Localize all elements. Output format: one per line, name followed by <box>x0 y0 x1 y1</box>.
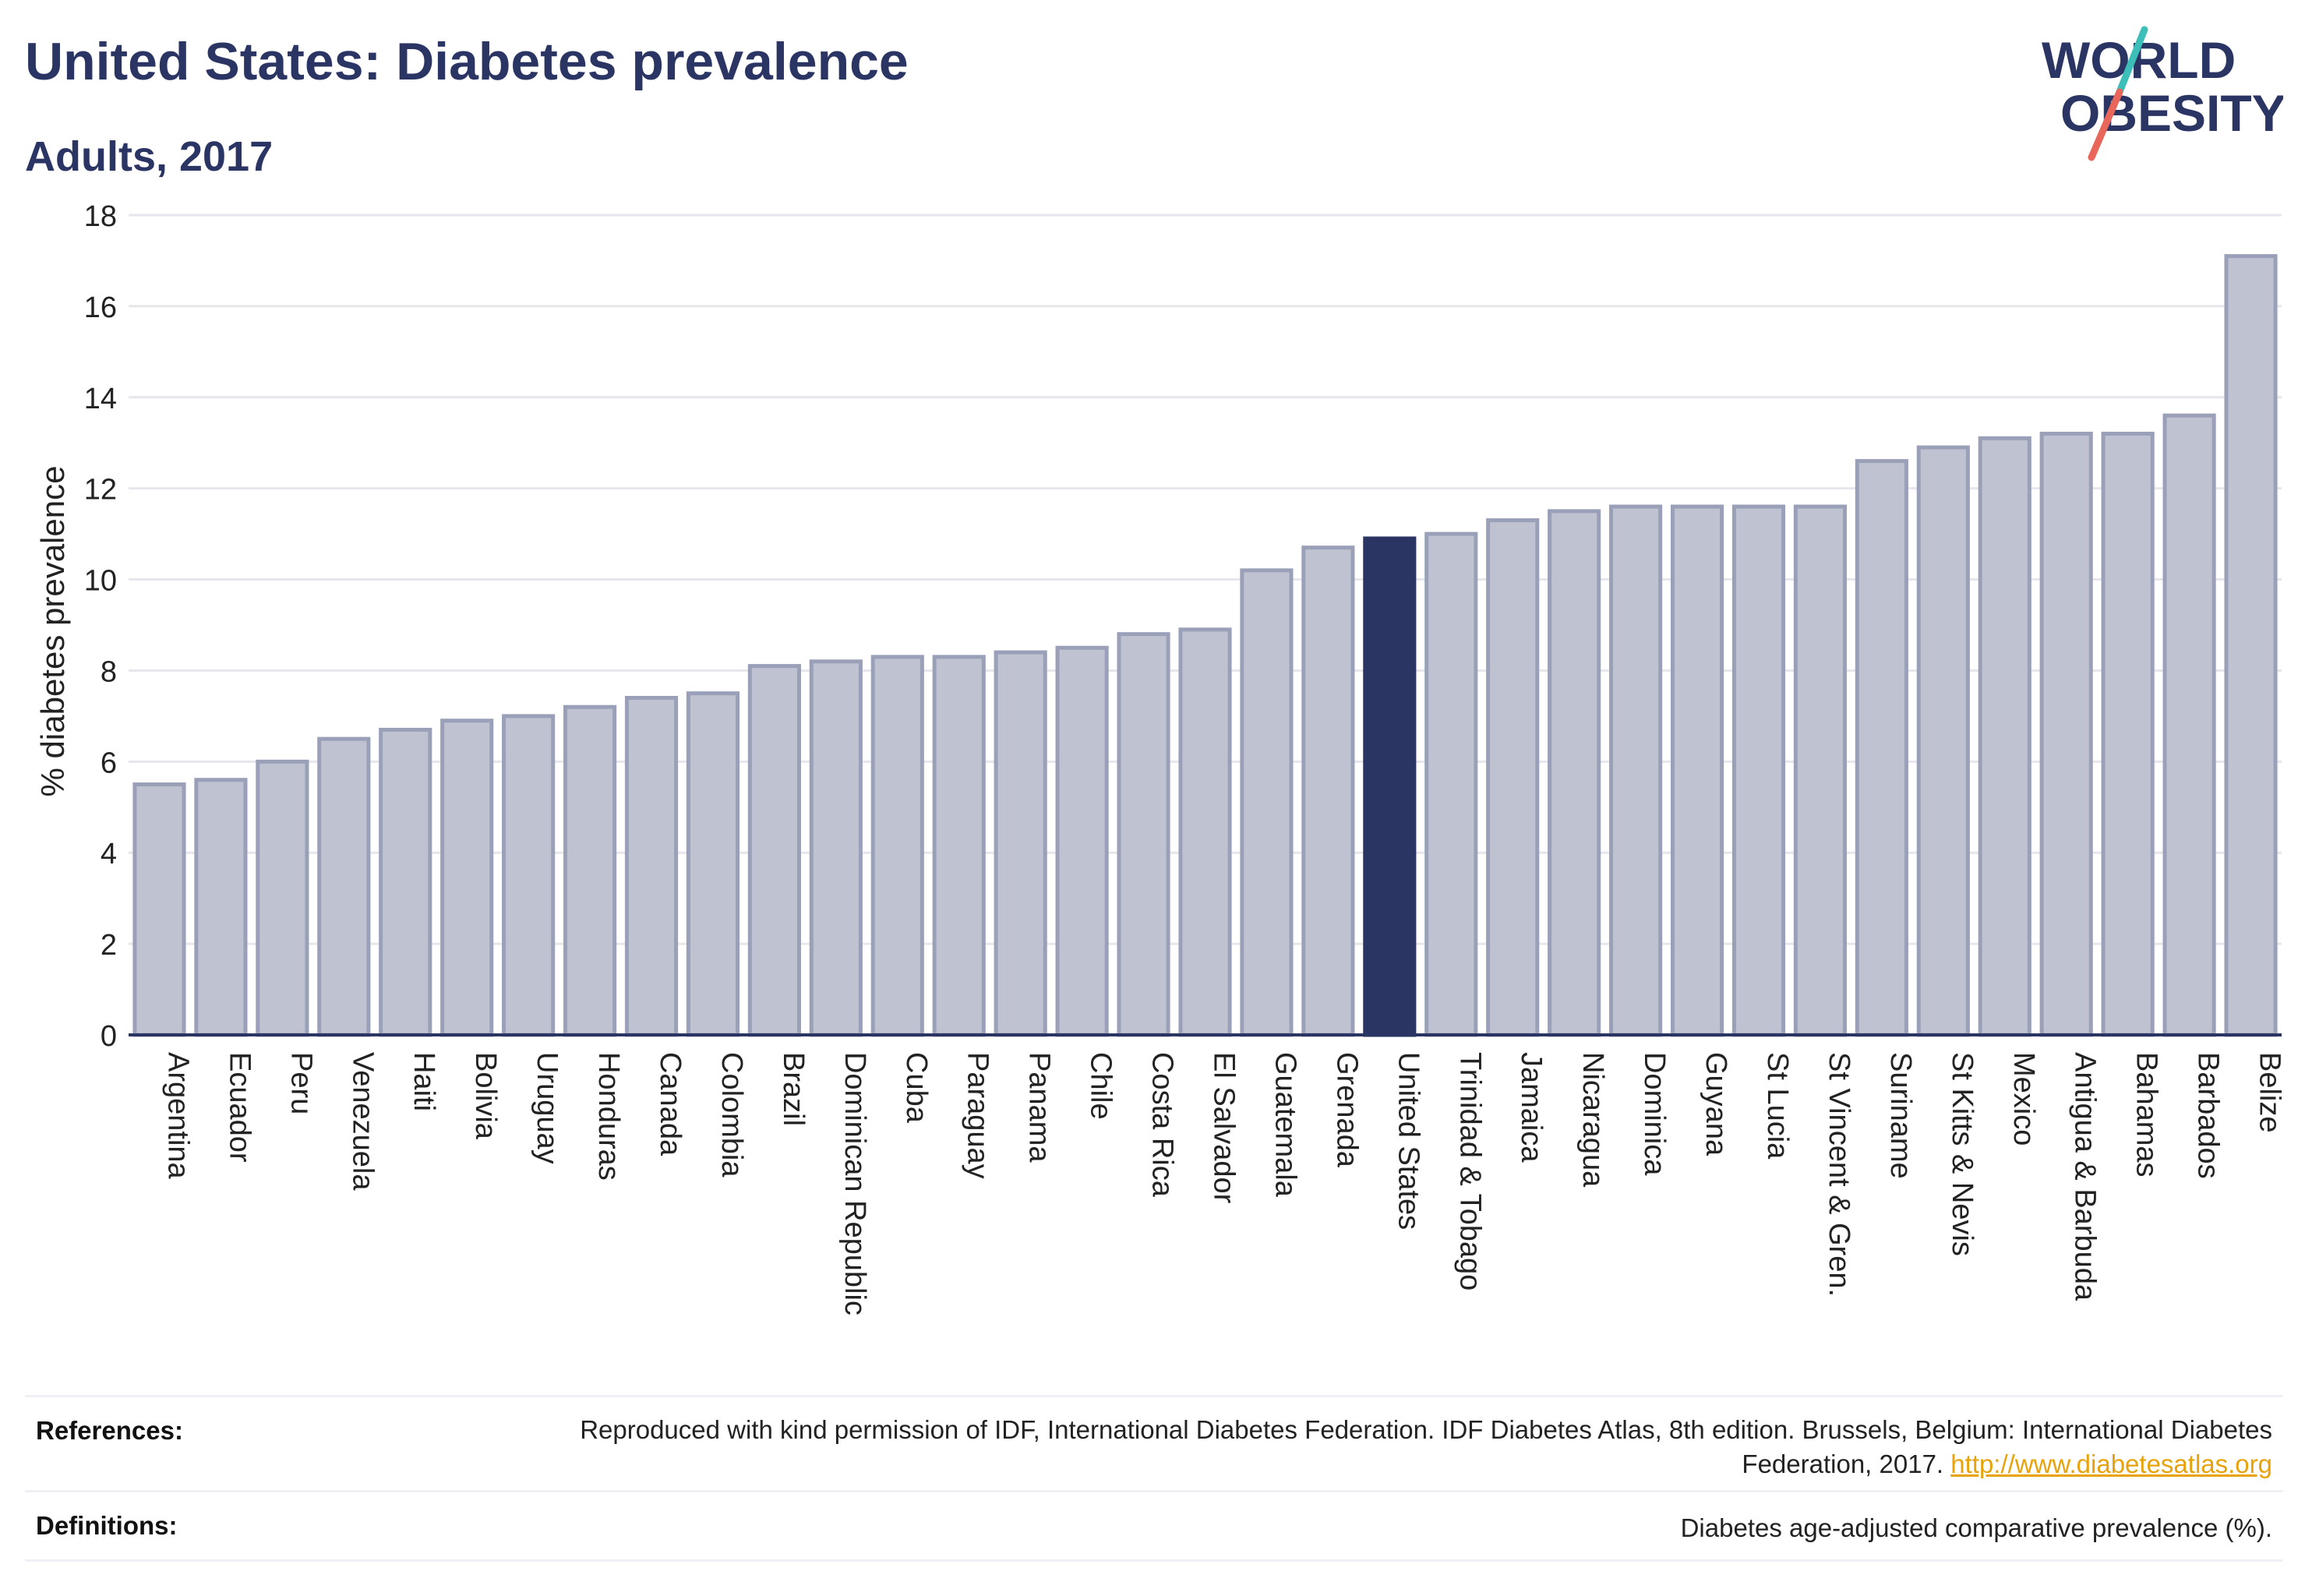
logo-line2: OBESITY <box>2060 84 2283 142</box>
x-tick-label: Jamaica <box>1515 1052 1548 1163</box>
bar-nicaragua <box>1548 509 1601 1037</box>
bar-guyana <box>1670 504 1724 1037</box>
x-tick-label: Mexico <box>2007 1052 2040 1146</box>
bar-jamaica <box>1486 518 1540 1037</box>
x-tick-label: St Kitts & Nevis <box>1946 1052 1978 1256</box>
x-tick-label: Honduras <box>592 1052 625 1181</box>
bar-venezuela <box>317 736 371 1037</box>
x-tick-label: Dominica <box>1638 1052 1671 1176</box>
bar-st-kitts-nevis <box>1916 445 1970 1037</box>
bar-honduras <box>563 704 617 1037</box>
bar-chile <box>1055 645 1109 1037</box>
definitions-section: Definitions: Diabetes age-adjusted compa… <box>25 1490 2283 1562</box>
y-tick-label: 16 <box>84 291 117 324</box>
bar-suriname <box>1855 459 1908 1037</box>
bar-st-vincent-gren- <box>1793 504 1848 1037</box>
x-tick-label: Grenada <box>1330 1052 1363 1168</box>
bar-dominican-republic <box>809 659 863 1037</box>
bar-barbados <box>2162 413 2216 1037</box>
y-tick-label: 0 <box>101 1020 117 1053</box>
x-tick-label: Brazil <box>777 1052 810 1126</box>
bar-argentina <box>132 782 186 1037</box>
x-tick-label: Barbados <box>2192 1052 2225 1179</box>
references-link[interactable]: http://www.diabetesatlas.org <box>1950 1449 2272 1478</box>
x-tick-label: Suriname <box>1884 1052 1917 1179</box>
bar-bahamas <box>2101 432 2155 1037</box>
bar-canada <box>624 696 679 1037</box>
bar-antigua-barbuda <box>2039 432 2093 1037</box>
bar-brazil <box>747 664 801 1037</box>
chart-title: United States: Diabetes prevalence <box>25 32 909 91</box>
y-tick-label: 6 <box>101 747 117 779</box>
y-tick-label: 8 <box>101 655 117 688</box>
bar-haiti <box>379 727 432 1037</box>
x-tick-label: Dominican Republic <box>838 1052 871 1315</box>
bar-dominica <box>1609 504 1663 1037</box>
x-tick-label: Argentina <box>161 1052 194 1180</box>
x-tick-label: Peru <box>284 1052 317 1114</box>
x-tick-label: El Salvador <box>1208 1052 1241 1204</box>
x-tick-label: Uruguay <box>531 1052 563 1164</box>
y-tick-label: 18 <box>84 200 117 233</box>
bar-cuba <box>870 655 924 1037</box>
bar-bolivia <box>440 719 494 1037</box>
x-tick-label: Paraguay <box>962 1052 994 1179</box>
references-section: References: Reproduced with kind permiss… <box>25 1395 2283 1491</box>
x-tick-label: Haiti <box>408 1052 440 1111</box>
bar-colombia <box>686 691 740 1037</box>
x-tick-label: Nicaragua <box>1576 1052 1609 1188</box>
logo-slash-teal <box>2116 26 2148 96</box>
x-tick-label: Panama <box>1023 1052 1056 1163</box>
logo-slash-coral <box>2088 88 2123 161</box>
x-tick-label: St Vincent & Gren. <box>1823 1052 1855 1297</box>
y-tick-label: 2 <box>101 929 117 962</box>
x-tick-label: Chile <box>1085 1052 1117 1120</box>
world-obesity-logo: WORLD OBESITY <box>2042 26 2283 161</box>
definitions-label: Definitions: <box>36 1511 178 1540</box>
bar-costa-rica <box>1117 632 1170 1037</box>
x-tick-label: Bolivia <box>469 1052 502 1140</box>
y-tick-label: 4 <box>101 838 117 870</box>
y-tick-label: 10 <box>84 565 117 598</box>
bar-grenada <box>1301 546 1355 1037</box>
x-tick-label: Ecuador <box>223 1052 256 1163</box>
y-tick-label: 14 <box>84 383 117 415</box>
bar-st-lucia <box>1731 504 1786 1037</box>
bar-trinidad-tobago <box>1424 531 1478 1037</box>
x-tick-label: Costa Rica <box>1146 1052 1179 1198</box>
x-tick-label: Antigua & Barbuda <box>2069 1052 2102 1301</box>
bar-chart: 0 2 4 6 8 10 12 14 16 18 Argentina Ecuador Peru Venez… <box>84 200 2286 1315</box>
bar-guatemala <box>1240 568 1294 1037</box>
references-text: Reproduced with kind permission of IDF, … <box>580 1415 2272 1478</box>
x-tick-label: United States <box>1392 1052 1424 1230</box>
x-tick-label: Bahamas <box>2130 1052 2163 1178</box>
bar-panama <box>994 650 1047 1037</box>
x-tick-label: Guatemala <box>1269 1052 1301 1198</box>
x-tick-label: Colombia <box>715 1052 748 1178</box>
x-tick-label: Belize <box>2254 1052 2286 1133</box>
chart-subtitle: Adults, 2017 <box>25 133 274 180</box>
x-tick-label: Cuba <box>900 1052 933 1124</box>
definitions-text: Diabetes age-adjusted comparative preval… <box>1680 1513 2272 1542</box>
references-label: References: <box>36 1416 183 1445</box>
x-tick-label: Trinidad & Tobago <box>1453 1052 1486 1291</box>
bar-paraguay <box>932 655 986 1037</box>
references-text-block: Reproduced with kind permission of IDF, … <box>558 1413 2272 1481</box>
x-tick-label: Guyana <box>1700 1052 1732 1156</box>
bar-ecuador <box>194 778 248 1037</box>
bar-belize <box>2224 254 2278 1037</box>
x-tick-label: St Lucia <box>1761 1052 1794 1160</box>
y-tick-label: 12 <box>84 474 117 507</box>
bar-mexico <box>1978 436 2031 1037</box>
bar-united-states <box>1363 536 1417 1037</box>
bar-uruguay <box>502 714 556 1037</box>
bar-el-salvador <box>1178 627 1232 1037</box>
x-tick-label: Canada <box>654 1052 687 1156</box>
bar-peru <box>256 759 309 1037</box>
x-tick-label: Venezuela <box>346 1052 379 1191</box>
